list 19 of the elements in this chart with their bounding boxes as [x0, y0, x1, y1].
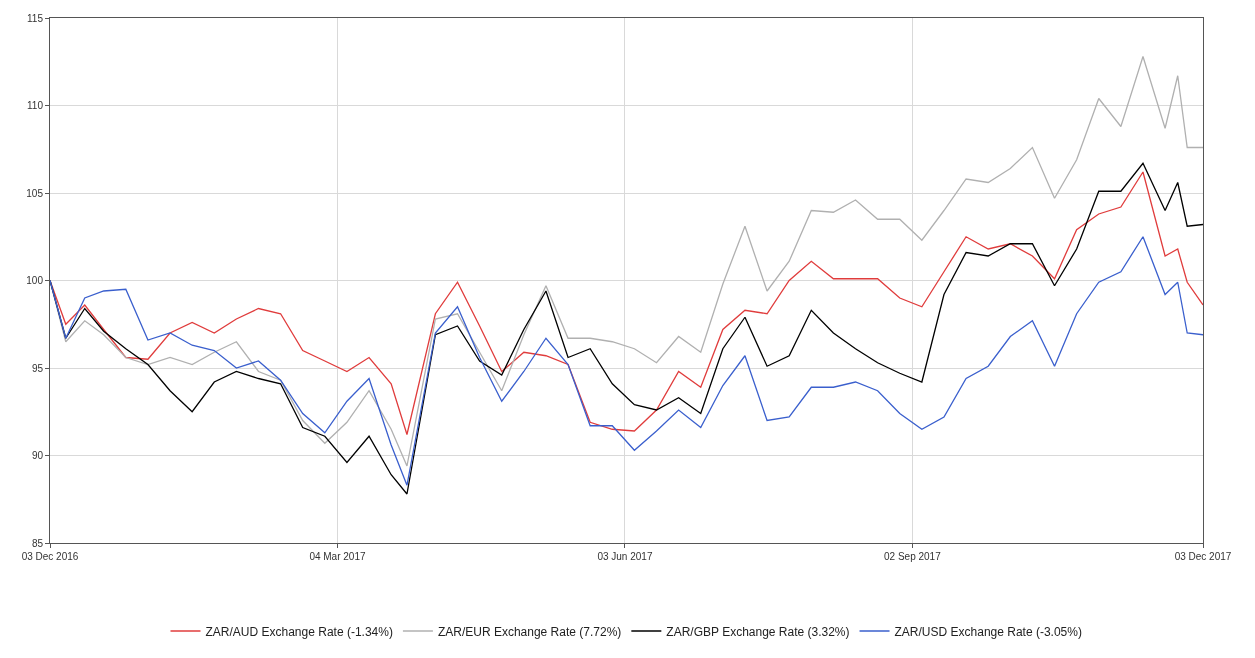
- line-series: [50, 171, 1203, 436]
- x-tick-label: 04 Mar 2017: [309, 551, 366, 562]
- legend-label: ZAR/USD Exchange Rate (-3.05%): [894, 624, 1082, 639]
- y-tick-label: 115: [27, 12, 44, 24]
- y-tick-label: 90: [31, 450, 44, 461]
- y-tick-label: 110: [27, 100, 44, 111]
- line-series: [50, 55, 1203, 467]
- x-tick-label: 03 Dec 2016: [21, 551, 79, 562]
- x-tick-label: 02 Sep 2017: [884, 551, 942, 562]
- legend-label: ZAR/EUR Exchange Rate (7.72%): [437, 624, 622, 639]
- y-tick-label: 100: [26, 275, 44, 286]
- line-series: [50, 236, 1203, 486]
- x-tick-label: 03 Dec 2017: [1174, 551, 1232, 562]
- y-tick-label: 85: [31, 537, 44, 549]
- legend-label: ZAR/GBP Exchange Rate (3.32%): [666, 624, 850, 639]
- y-tick-label: 95: [31, 362, 44, 374]
- y-tick-label: 105: [26, 187, 44, 199]
- legend-label: ZAR/AUD Exchange Rate (-1.34%): [205, 624, 393, 639]
- x-tick-label: 03 Jun 2017: [597, 551, 653, 562]
